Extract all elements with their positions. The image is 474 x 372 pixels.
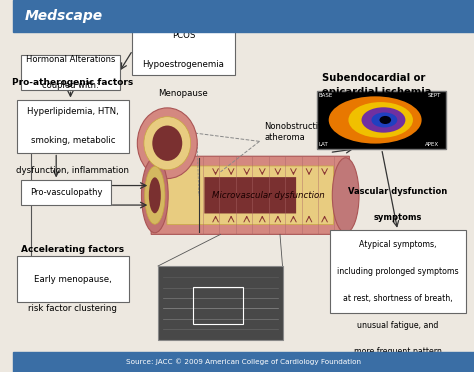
FancyBboxPatch shape bbox=[167, 166, 334, 225]
Text: Vascular dysfunction: Vascular dysfunction bbox=[348, 187, 447, 196]
Ellipse shape bbox=[362, 107, 405, 133]
Bar bbox=[193, 287, 243, 324]
Text: BASE: BASE bbox=[319, 93, 333, 98]
Text: PCOS: PCOS bbox=[172, 31, 195, 40]
Bar bbox=[317, 91, 446, 149]
Text: Accelerating factors: Accelerating factors bbox=[21, 246, 124, 254]
Text: symptoms: symptoms bbox=[374, 214, 422, 222]
FancyBboxPatch shape bbox=[132, 25, 235, 75]
Text: SEPT: SEPT bbox=[428, 93, 441, 98]
Text: Pro-atherogenic factors: Pro-atherogenic factors bbox=[12, 78, 133, 87]
Text: APEX: APEX bbox=[425, 142, 439, 147]
Ellipse shape bbox=[141, 158, 168, 233]
Ellipse shape bbox=[332, 158, 359, 233]
Ellipse shape bbox=[348, 102, 413, 138]
FancyBboxPatch shape bbox=[204, 177, 296, 214]
Text: Hyperlipidemia, HTN,: Hyperlipidemia, HTN, bbox=[27, 108, 118, 116]
Text: Subendocardial or: Subendocardial or bbox=[322, 73, 425, 83]
Ellipse shape bbox=[149, 177, 161, 213]
Ellipse shape bbox=[152, 126, 182, 161]
Ellipse shape bbox=[328, 96, 421, 144]
Text: unusual fatigue, and: unusual fatigue, and bbox=[357, 321, 438, 330]
Text: smoking, metabolic: smoking, metabolic bbox=[30, 137, 115, 145]
Bar bbox=[13, 352, 474, 372]
Text: Nonobstructive
atheroma: Nonobstructive atheroma bbox=[264, 122, 328, 142]
Bar bbox=[158, 266, 283, 340]
Text: Hormonal Alterations: Hormonal Alterations bbox=[26, 55, 115, 64]
Text: Pro-vasculopathy: Pro-vasculopathy bbox=[30, 188, 102, 197]
FancyBboxPatch shape bbox=[330, 230, 465, 313]
Ellipse shape bbox=[144, 117, 191, 170]
Text: at rest, shortness of breath,: at rest, shortness of breath, bbox=[343, 294, 453, 303]
FancyBboxPatch shape bbox=[17, 100, 129, 153]
Text: Atypical symptoms,: Atypical symptoms, bbox=[359, 240, 437, 249]
Ellipse shape bbox=[137, 108, 197, 179]
Text: coupled with:: coupled with: bbox=[42, 81, 99, 90]
Text: Early menopause,: Early menopause, bbox=[34, 275, 112, 283]
Text: Medscape: Medscape bbox=[24, 9, 102, 23]
FancyBboxPatch shape bbox=[151, 156, 349, 234]
Text: Source: JACC © 2009 American College of Cardiology Foundation: Source: JACC © 2009 American College of … bbox=[126, 359, 361, 365]
Ellipse shape bbox=[380, 116, 391, 124]
Text: risk factor clustering: risk factor clustering bbox=[28, 304, 117, 312]
Text: epicardial ischemia: epicardial ischemia bbox=[322, 87, 431, 97]
Text: Hypoestrogenemia: Hypoestrogenemia bbox=[143, 60, 224, 69]
Text: dysfunction, inflammation: dysfunction, inflammation bbox=[16, 166, 129, 174]
FancyBboxPatch shape bbox=[21, 180, 110, 205]
Ellipse shape bbox=[372, 112, 397, 128]
Text: including prolonged symptoms: including prolonged symptoms bbox=[337, 267, 458, 276]
Bar bbox=[13, 0, 474, 32]
FancyBboxPatch shape bbox=[21, 55, 120, 90]
Text: more frequent pattern: more frequent pattern bbox=[354, 347, 442, 356]
Ellipse shape bbox=[145, 166, 165, 224]
Text: Sex-specific precursors: Sex-specific precursors bbox=[124, 2, 243, 11]
FancyBboxPatch shape bbox=[17, 256, 129, 302]
Text: LAT: LAT bbox=[319, 142, 328, 147]
Text: Microvascular dysfunction: Microvascular dysfunction bbox=[212, 191, 325, 200]
Text: Menopause: Menopause bbox=[158, 89, 208, 98]
